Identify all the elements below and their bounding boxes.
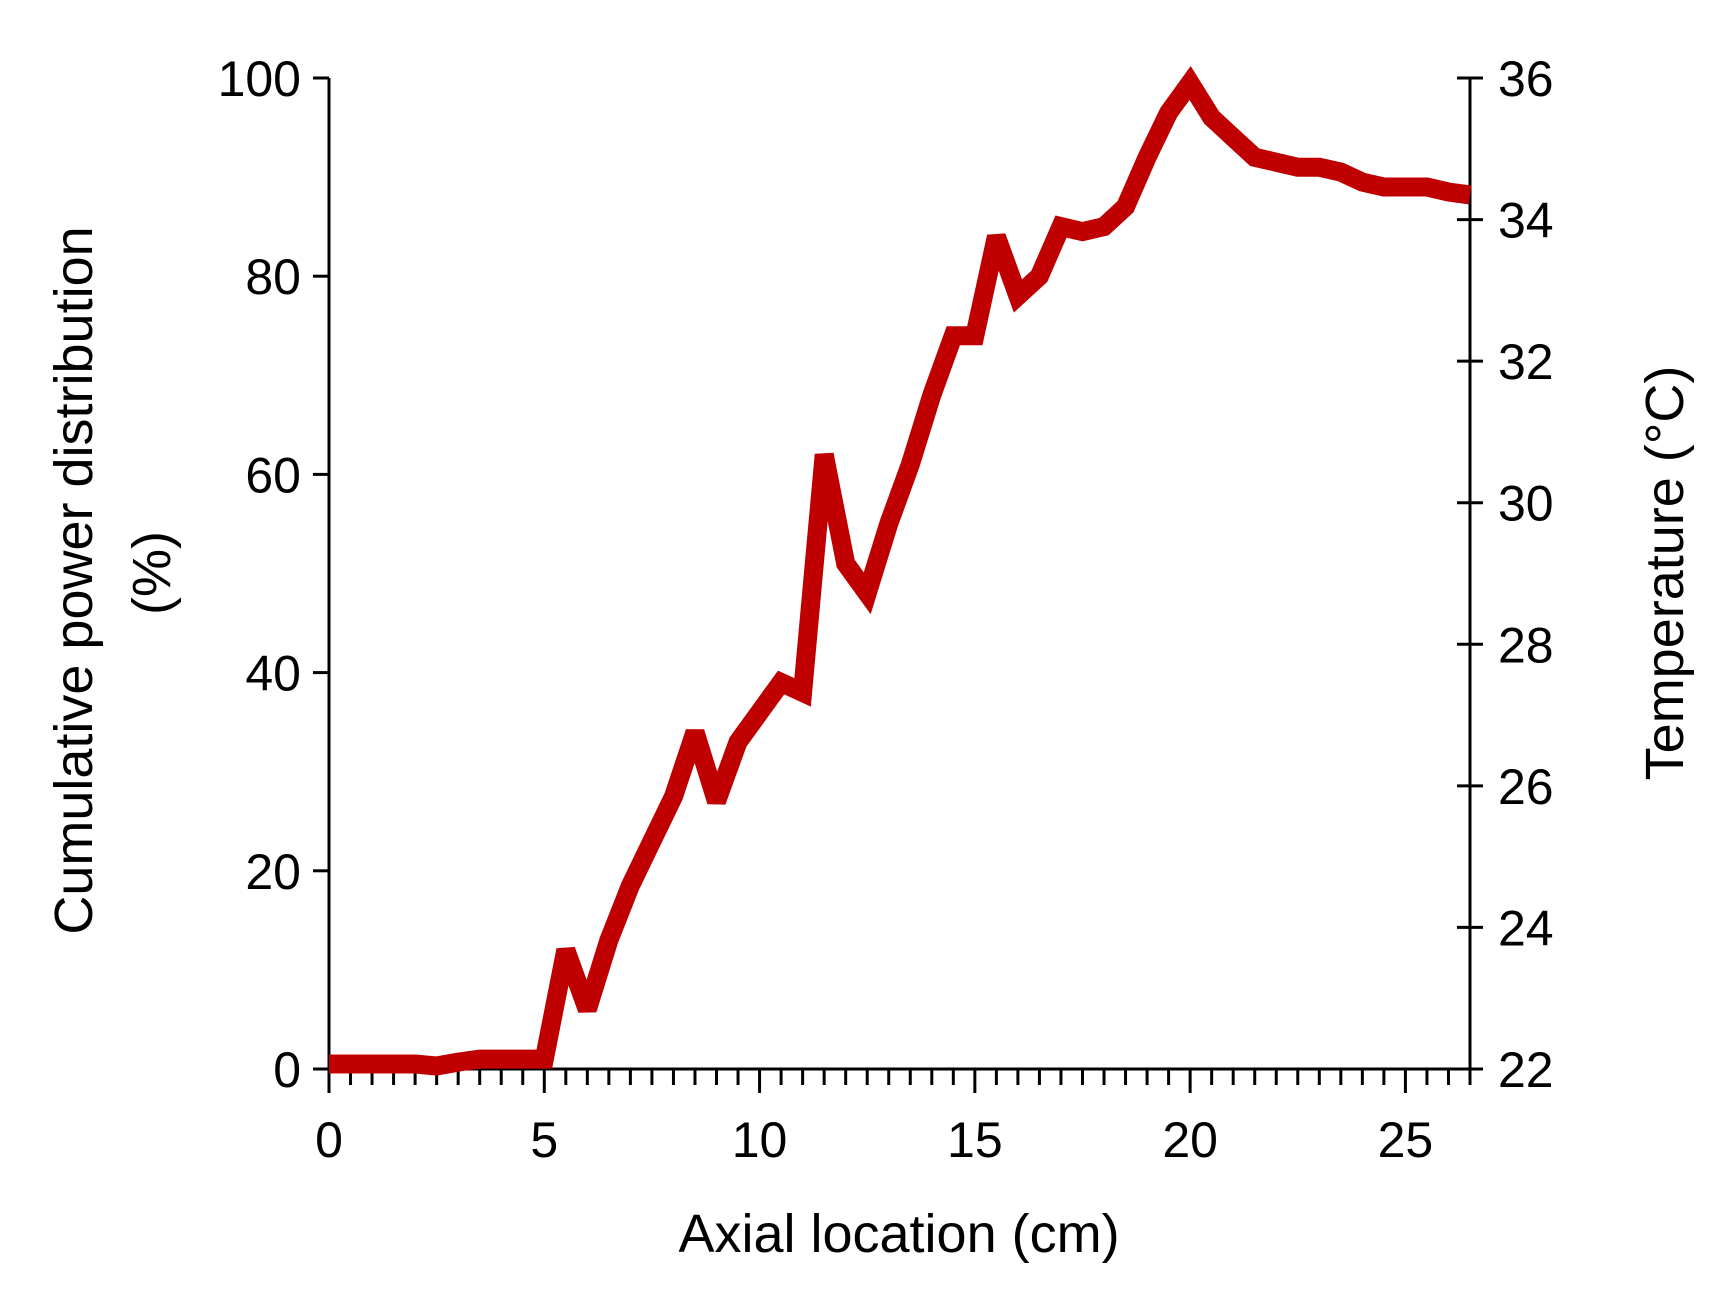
y2-tick-label: 24 <box>1498 900 1554 956</box>
x-tick-label: 20 <box>1162 1112 1218 1168</box>
series-line-0 <box>329 65 1472 1076</box>
x-axis-title: Axial location (cm) <box>678 1204 1119 1264</box>
series-layer <box>329 65 1472 1076</box>
y-tick-label: 20 <box>245 844 301 900</box>
tick-labels: 0 20 40 60 80 100 22 24 26 28 30 32 34 36 0 5 10 15 20 25 <box>218 51 1554 1168</box>
y2-tick-label: 32 <box>1498 334 1554 390</box>
y2-tick-label: 28 <box>1498 617 1554 673</box>
x-tick-label: 10 <box>732 1112 788 1168</box>
y-axis-title-line-1: Cumulative power distribution <box>44 226 104 934</box>
y2-tick-label: 34 <box>1498 193 1554 249</box>
y2-tick-label: 36 <box>1498 51 1554 107</box>
x-tick-label: 0 <box>315 1112 343 1168</box>
y-tick-label: 40 <box>245 646 301 702</box>
y2-tick-label: 30 <box>1498 476 1554 532</box>
right-y-axis-title: Temperature (°C) <box>1635 366 1695 781</box>
y-tick-label: 100 <box>218 51 301 107</box>
y-axis-title-line-2: (%) <box>122 531 182 615</box>
x-tick-label: 25 <box>1378 1112 1434 1168</box>
ticks <box>313 76 1483 1093</box>
axes <box>327 78 1472 1071</box>
y2-tick-label: 26 <box>1498 759 1554 815</box>
y-axis-title: Cumulative power distribution (%) <box>44 211 182 934</box>
y2-tick-label: 22 <box>1498 1042 1554 1098</box>
y-tick-label: 0 <box>273 1042 301 1098</box>
y-tick-label: 80 <box>245 249 301 305</box>
y-tick-label: 60 <box>245 447 301 503</box>
x-tick-label: 15 <box>947 1112 1003 1168</box>
x-tick-label: 5 <box>530 1112 558 1168</box>
